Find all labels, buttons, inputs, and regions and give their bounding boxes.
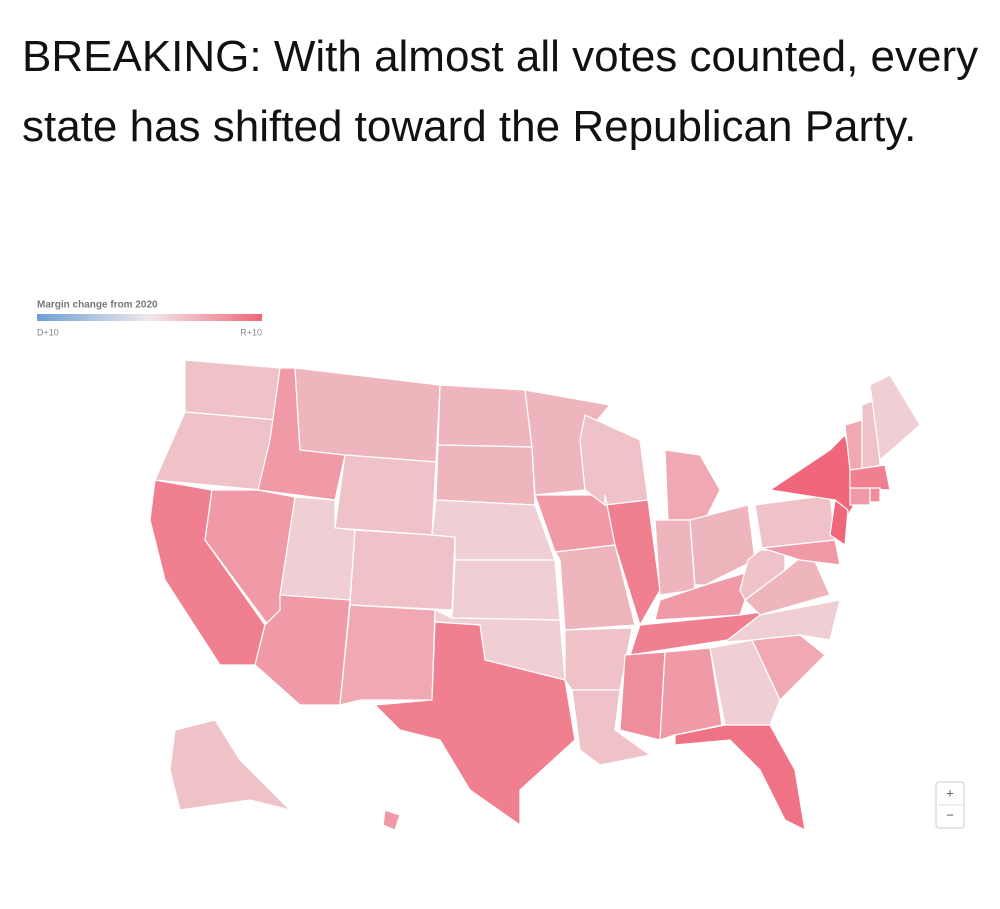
state (382, 809, 401, 831)
state (869, 374, 921, 462)
legend-title: Margin change from 2020 (37, 300, 158, 311)
state (184, 359, 281, 421)
state (709, 639, 781, 726)
state (571, 689, 652, 766)
state (435, 444, 536, 506)
state (689, 504, 756, 586)
legend-tick-label: D+10 (37, 327, 59, 337)
state (579, 414, 649, 506)
state (674, 724, 806, 832)
legend-tick-label: R+10 (240, 327, 262, 337)
state (664, 449, 721, 521)
state (294, 367, 441, 463)
state (437, 384, 533, 448)
state (564, 627, 633, 691)
state (334, 454, 437, 536)
state (761, 539, 841, 566)
state (619, 651, 666, 741)
state (169, 719, 292, 812)
state (829, 498, 849, 547)
state (654, 519, 696, 596)
zoom-out[interactable]: − (946, 807, 954, 822)
state (869, 487, 881, 503)
state (739, 549, 786, 601)
state (451, 559, 561, 621)
state (849, 487, 871, 506)
state (339, 604, 436, 706)
state (553, 544, 636, 631)
state (154, 411, 279, 491)
tweet-text: BREAKING: With almost all votes counted,… (22, 32, 979, 151)
state (373, 621, 576, 827)
state (849, 464, 891, 491)
legend-bar (37, 314, 262, 321)
state (754, 494, 836, 549)
zoom-in[interactable]: + (946, 785, 954, 800)
state (349, 529, 456, 611)
